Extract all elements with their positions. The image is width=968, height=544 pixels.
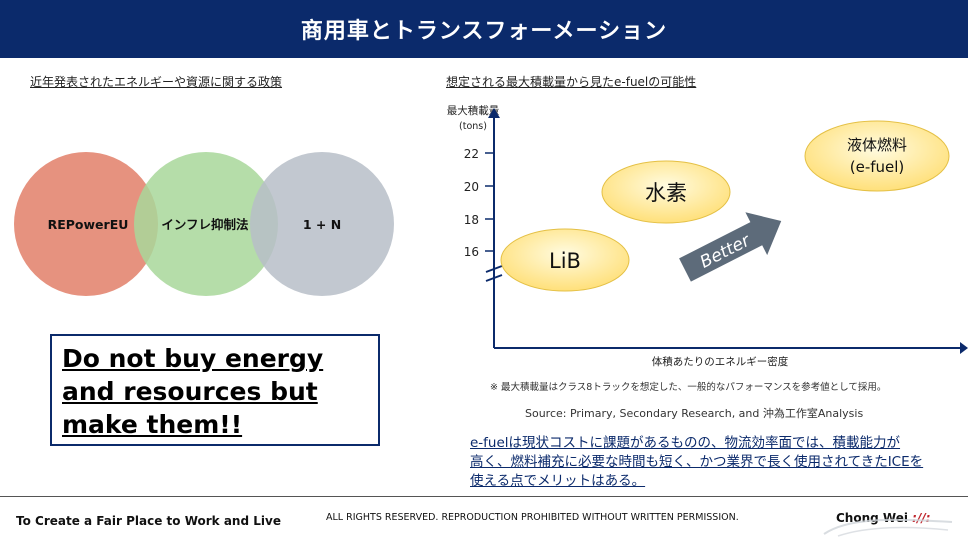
bubble-hydrogen [601,160,731,224]
x-axis-arrow-icon [960,342,968,354]
venn-label-ira: インフレ抑制法 [161,217,249,232]
bubble-efuel-label: 液体燃料 [847,136,907,154]
payload-chart: 最大積載量 (tons) 16 18 20 22 LiB 水素 液体燃料 (e-… [447,104,968,368]
venn-circle-1n [250,152,394,296]
claim-box: Do not buy energy and resources but make… [50,334,380,446]
y-tick-label: 22 [464,147,479,161]
footer-divider [0,496,968,497]
bubble-efuel [804,120,950,192]
bubble-lib-label: LiB [549,249,581,273]
y-tick-label: 16 [464,245,479,259]
bubble-efuel-sublabel: (e-fuel) [850,158,905,176]
claim-line: and resources but [62,377,318,406]
footer-rights: ALL RIGHTS RESERVED. REPRODUCTION PROHIB… [326,512,739,523]
x-axis-label: 体積あたりのエネルギー密度 [652,355,789,368]
watermark-logo-icon [823,518,953,537]
footer-tagline: To Create a Fair Place to Work and Live [16,514,281,528]
y-axis-unit: (tons) [459,121,487,132]
footer-brand-name: Chong Wei [836,511,908,525]
venn-label-1n: 1 + N [303,217,341,232]
chart-footnote: ※ 最大積載量はクラス8トラックを想定した、一般的なパフォーマンスを参考値として… [490,382,887,393]
y-tick-label: 18 [464,213,479,227]
claim-line: make them!! [62,410,243,439]
venn-circle-ira [134,152,278,296]
summary-line: 高く、燃料補充に必要な時間も短く、かつ業界で長く使用されてきたICEを [470,454,924,470]
venn-circle-repowereu [14,152,158,296]
bubble-hydrogen-label: 水素 [645,181,687,205]
policy-venn-diagram: REPowerEU インフレ抑制法 1 + N [14,152,394,296]
axis-break-icon [485,274,503,282]
axis-break-icon [485,265,503,273]
venn-label-repowereu: REPowerEU [48,217,129,232]
summary-text: e-fuelは現状コストに課題があるものの、物流効率面では、積載能力が 高く、燃… [470,434,960,491]
slide-title-bar: 商用車とトランスフォーメーション [0,0,968,58]
claim-line: Do not buy energy [62,344,324,373]
right-section-label: 想定される最大積載量から見たe-fuelの可能性 [446,75,697,89]
y-axis-arrow-icon [488,108,500,118]
bubble-lib [500,228,630,292]
slide-title: 商用車とトランスフォーメーション [300,19,668,44]
left-section-label: 近年発表されたエネルギーや資源に関する政策 [30,75,283,89]
better-arrow-icon [679,212,782,282]
summary-line: e-fuelは現状コストに課題があるものの、物流効率面では、積載能力が [470,435,901,451]
y-tick-label: 20 [464,180,479,194]
y-axis-label: 最大積載量 [447,104,500,117]
source-line: Source: Primary, Secondary Research, and… [525,407,864,420]
summary-line: 使える点でメリットはある。 [470,473,646,489]
y-ticks: 16 18 20 22 [464,147,494,259]
